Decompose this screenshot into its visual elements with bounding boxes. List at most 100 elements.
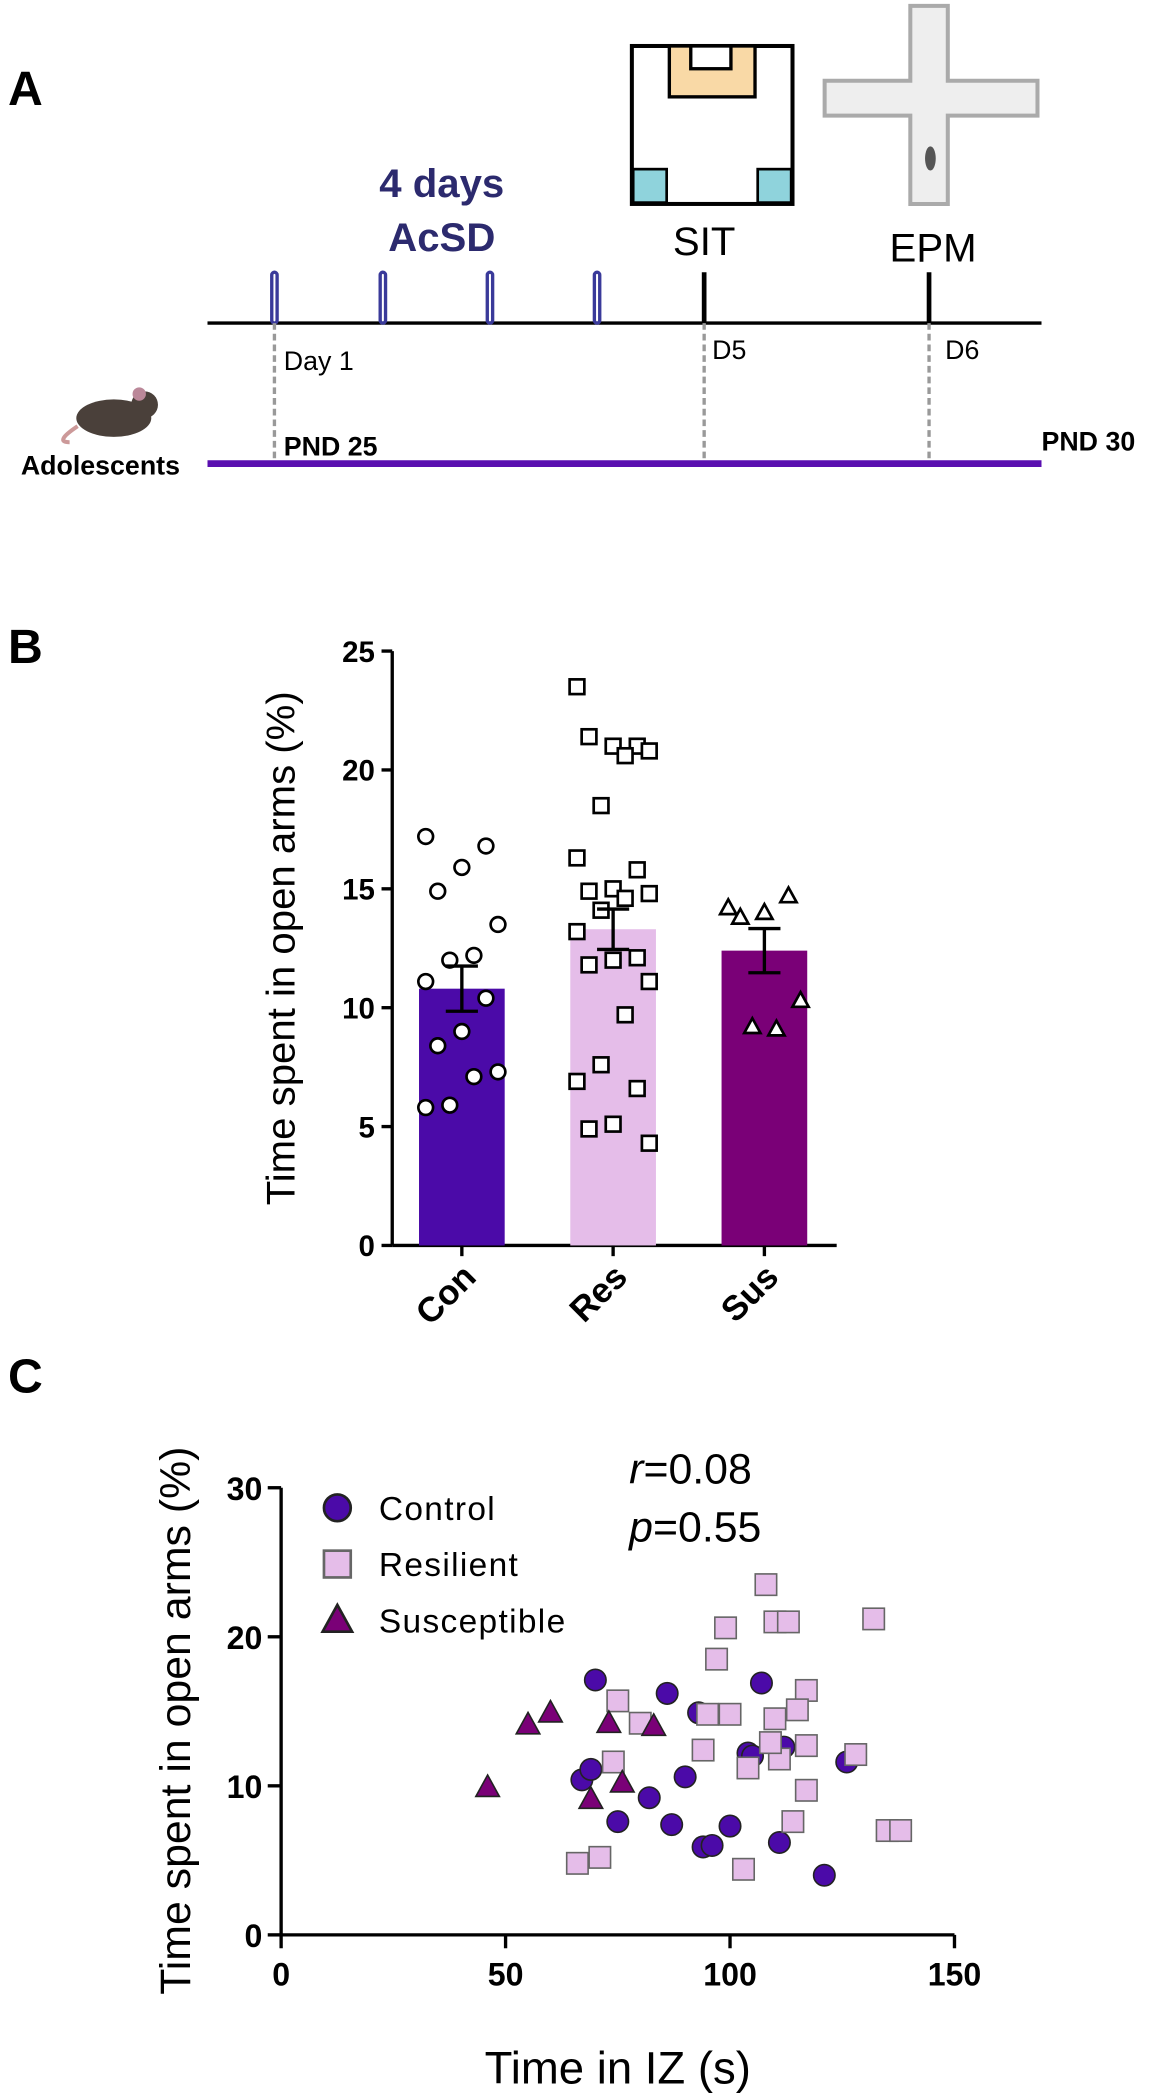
x-tick-label: Con (408, 1257, 483, 1332)
point (640, 1134, 658, 1152)
annotation-symbol: r (629, 1446, 645, 1494)
sit-text: SIT (673, 219, 735, 264)
point (601, 1750, 625, 1774)
point (640, 742, 658, 760)
x-tick-label: 0 (272, 1957, 290, 1993)
point (754, 1573, 778, 1597)
point (628, 949, 646, 967)
point (568, 1072, 586, 1091)
point (568, 678, 586, 696)
point (696, 1702, 720, 1726)
y-tick-label: 30 (227, 1471, 263, 1507)
point (705, 1647, 729, 1671)
point (889, 1819, 913, 1843)
point (489, 1063, 507, 1081)
annotation: r=0.08 (629, 1446, 752, 1494)
point (417, 972, 435, 991)
point (477, 837, 495, 855)
point (592, 796, 610, 815)
annotation-text: =0.08 (643, 1446, 751, 1494)
x-tick-label: 50 (488, 1957, 524, 1993)
point (628, 861, 646, 879)
point (763, 1707, 787, 1731)
day-label: D5 (712, 335, 746, 365)
point (673, 1765, 697, 1789)
legend-label: Control (379, 1491, 496, 1528)
point (606, 1689, 630, 1713)
point (754, 901, 775, 921)
panel-label: A (8, 62, 43, 116)
x-tick-label: 100 (703, 1957, 757, 1993)
point (616, 746, 634, 765)
point (580, 882, 598, 900)
point (718, 1702, 742, 1726)
point (588, 1845, 612, 1869)
error-bar (748, 926, 781, 975)
point (741, 1015, 763, 1035)
error-bar (597, 907, 630, 952)
epm-text: EPM (890, 226, 977, 271)
point (604, 951, 622, 969)
day-label: D6 (945, 335, 979, 365)
point (862, 1607, 886, 1631)
legend-marker (322, 1493, 353, 1523)
point (604, 1115, 622, 1133)
point (568, 849, 586, 867)
point (537, 1698, 564, 1723)
y-tick-label: 20 (227, 1620, 263, 1656)
point (778, 884, 799, 904)
point (583, 1668, 607, 1692)
epm-maze (822, 3, 1040, 206)
point (565, 1851, 589, 1875)
point (441, 1096, 459, 1114)
point (465, 1067, 483, 1086)
point (616, 889, 634, 908)
point (580, 956, 598, 974)
pnd-label: PND 30 (1042, 426, 1136, 456)
y-tick-label: 5 (358, 1111, 374, 1144)
point (606, 1810, 630, 1834)
point (714, 1616, 738, 1640)
y-axis-label: Time spent in open arms (%) (152, 1447, 200, 1995)
point (749, 1671, 773, 1695)
annotation-symbol: p (627, 1503, 653, 1551)
day-label: Day 1 (284, 346, 354, 376)
point (812, 1863, 836, 1887)
x-tick-label: Sus (713, 1257, 786, 1330)
x-tick-label: Res (562, 1257, 635, 1330)
point (577, 1785, 605, 1810)
y-tick-label: 0 (358, 1230, 374, 1263)
y-axis-label: Time spent in open arms (%) (259, 691, 304, 1205)
point (595, 1709, 622, 1734)
procedure-text: AcSD (388, 215, 495, 260)
mouse-icon (61, 387, 158, 445)
point (477, 989, 495, 1007)
bar (721, 950, 808, 1246)
point (429, 882, 447, 900)
y-tick-label: 25 (342, 636, 375, 669)
legend-marker (320, 1602, 355, 1633)
point (794, 1678, 818, 1702)
point (700, 1833, 724, 1857)
point (609, 1768, 636, 1793)
sit-arena (629, 43, 795, 206)
point (776, 1610, 800, 1634)
point (568, 922, 586, 941)
y-tick-label: 10 (227, 1769, 263, 1805)
error-bar (445, 964, 478, 1013)
x-tick-label: 150 (928, 1957, 982, 1993)
y-tick-label: 15 (342, 874, 375, 907)
point (616, 1006, 634, 1024)
days-text: 4 days (379, 161, 504, 206)
point (766, 1017, 787, 1037)
panel-label: B (8, 620, 43, 674)
point (691, 1738, 715, 1762)
point (718, 1814, 742, 1838)
point (580, 727, 598, 746)
point (729, 906, 751, 925)
point (637, 1786, 661, 1810)
y-tick-label: 20 (342, 755, 375, 788)
point (417, 827, 435, 846)
